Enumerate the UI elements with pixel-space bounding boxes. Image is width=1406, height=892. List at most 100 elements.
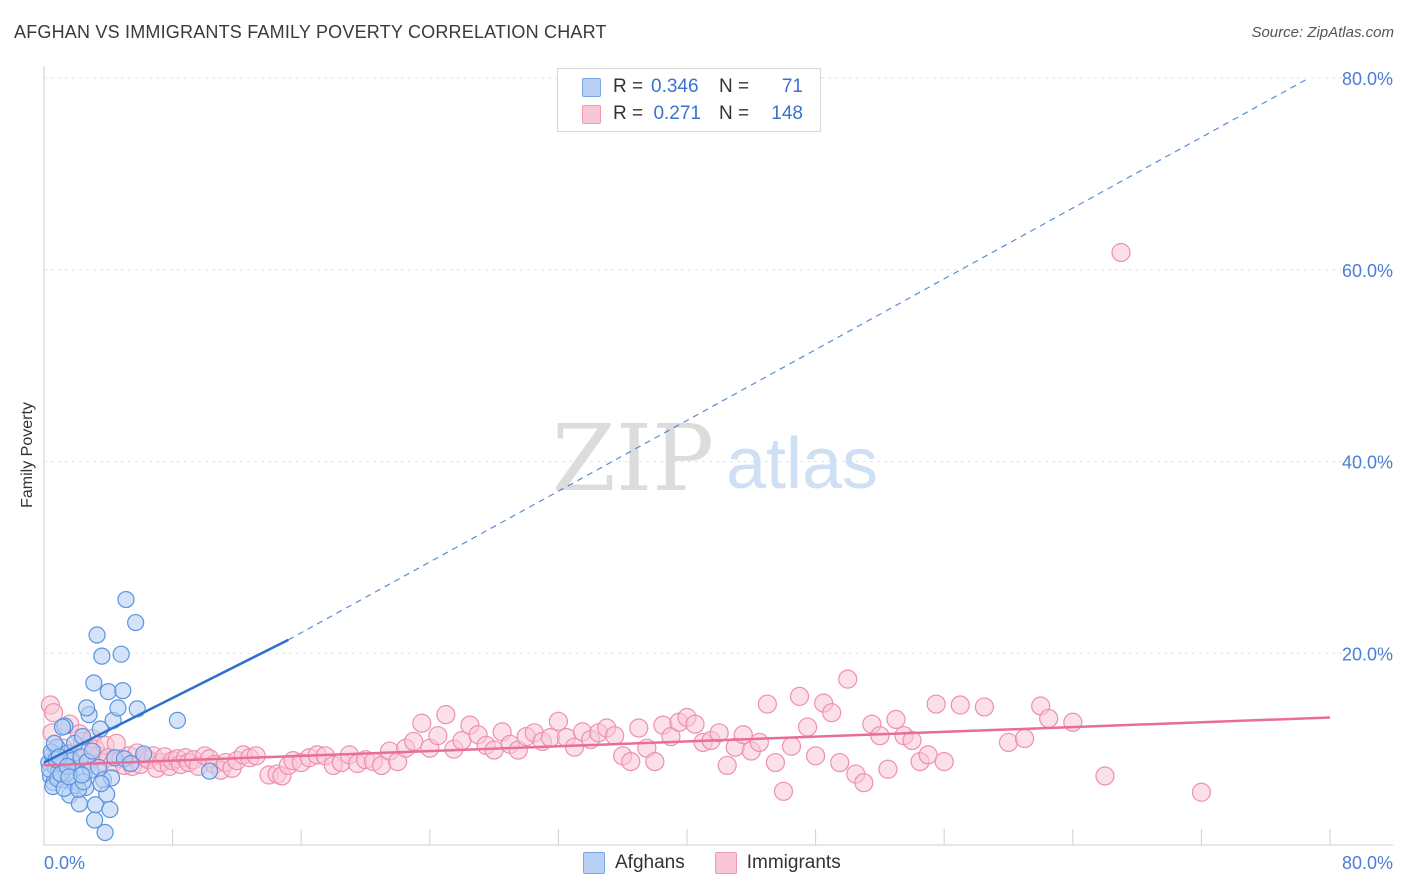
afghans-point xyxy=(53,718,72,736)
immigrants-swatch xyxy=(714,852,737,874)
immigrants-point xyxy=(733,725,753,745)
source-credit: Source: ZipAtlas.com xyxy=(1251,24,1394,41)
immigrants-point xyxy=(709,723,729,743)
immigrants-point xyxy=(717,755,737,776)
immigrants-point xyxy=(1095,766,1115,786)
immigrants-point xyxy=(629,718,649,738)
immigrants-point xyxy=(605,726,625,746)
immigrants-point xyxy=(934,751,954,772)
stats-legend: R = 0.346 N = 71 R = 0.271 N = 148 xyxy=(557,68,821,132)
axes xyxy=(43,66,1393,846)
immigrants-point xyxy=(902,730,922,751)
watermark-zip: ZIP xyxy=(552,405,714,512)
immigrants-point xyxy=(44,703,64,723)
legend-item-afghans[interactable]: Afghans xyxy=(583,852,685,874)
afghans-point xyxy=(114,682,132,700)
afghans-point xyxy=(117,590,135,609)
immigrants-point xyxy=(838,669,858,689)
afghans-point xyxy=(88,626,106,644)
immigrants-point xyxy=(428,726,448,746)
afghans-point xyxy=(101,800,119,819)
immigrants-point xyxy=(797,717,818,737)
afghans-point xyxy=(77,699,96,717)
immigrants-point xyxy=(886,709,906,730)
y-tick-labels: 20.0% 40.0% 60.0% 80.0% xyxy=(1342,69,1393,664)
immigrants-point xyxy=(950,695,970,715)
stats-row-immigrants: R = 0.271 N = 148 xyxy=(582,102,803,126)
afghans-trend-line xyxy=(43,638,289,764)
immigrants-point xyxy=(757,694,777,714)
x-tick-labels: 0.0% 80.0% xyxy=(44,853,1393,873)
immigrants-point xyxy=(246,746,266,766)
x-tick-max: 80.0% xyxy=(1342,853,1393,873)
immigrants-swatch xyxy=(582,104,601,124)
r-value: 0.346 xyxy=(651,76,699,97)
afghans-point xyxy=(112,645,130,663)
watermark-atlas: atlas xyxy=(726,424,878,504)
immigrants-point xyxy=(974,697,994,717)
immigrants-point xyxy=(765,752,786,773)
immigrants-point xyxy=(645,751,665,772)
immigrants-point xyxy=(789,686,810,706)
immigrants-point xyxy=(540,728,560,748)
watermark: ZIP atlas xyxy=(552,405,878,512)
n-value: 71 xyxy=(781,76,803,97)
immigrants-point xyxy=(854,773,874,793)
immigrants-point xyxy=(998,732,1019,753)
immigrants-point xyxy=(621,751,641,772)
immigrants-point xyxy=(685,714,705,734)
immigrants-point xyxy=(805,746,826,766)
gridlines xyxy=(44,77,1395,654)
stats-row-afghans: R = 0.346 N = 71 xyxy=(582,75,803,99)
immigrants-point xyxy=(404,731,424,752)
immigrants-point xyxy=(822,703,842,723)
r-label: R = xyxy=(613,103,644,124)
y-tick-label: 20.0% xyxy=(1342,644,1393,664)
immigrants-point xyxy=(1014,728,1035,749)
afghans-point xyxy=(73,766,91,784)
y-tick-label: 40.0% xyxy=(1342,453,1393,473)
y-tick-label: 60.0% xyxy=(1342,261,1393,281)
afghans-point xyxy=(83,742,101,760)
immigrants-point xyxy=(773,781,794,801)
afghans-point xyxy=(96,823,114,842)
immigrants-point xyxy=(1191,782,1212,802)
afghans-point xyxy=(109,699,127,717)
immigrants-point xyxy=(1063,712,1083,732)
afghans-trend-extension xyxy=(288,77,1310,641)
afghans-point xyxy=(86,811,104,829)
afghans-point xyxy=(85,674,103,692)
immigrants-point xyxy=(1039,708,1059,729)
legend-label-afghans: Afghans xyxy=(615,852,685,873)
immigrants-point xyxy=(781,736,802,756)
afghans-point xyxy=(200,762,219,780)
immigrants-point xyxy=(412,713,432,733)
afghans-point xyxy=(135,745,153,763)
n-label: N = xyxy=(719,103,750,124)
afghans-point xyxy=(70,795,88,813)
r-label: R = xyxy=(613,76,644,97)
legend-item-immigrants[interactable]: Immigrants xyxy=(714,852,841,874)
afghans-point xyxy=(93,647,111,665)
afghans-swatch xyxy=(583,852,605,874)
immigrants-point xyxy=(918,745,938,765)
immigrants-point xyxy=(878,759,898,779)
afghans-point xyxy=(99,682,117,701)
immigrants-points xyxy=(40,242,1212,802)
immigrants-point xyxy=(926,694,946,714)
immigrants-point xyxy=(749,732,769,753)
afghans-swatch xyxy=(582,77,601,97)
immigrants-point xyxy=(548,711,569,731)
afghans-point xyxy=(168,711,187,729)
immigrants-trend-line xyxy=(43,716,1331,767)
y-tick-label: 80.0% xyxy=(1342,69,1393,89)
afghans-point xyxy=(92,775,110,793)
series-legend: Afghans Immigrants xyxy=(583,852,871,874)
trend-lines xyxy=(43,77,1331,767)
immigrants-point xyxy=(830,752,850,773)
x-tick-min: 0.0% xyxy=(44,853,85,873)
r-value: 0.271 xyxy=(653,103,701,124)
legend-label-immigrants: Immigrants xyxy=(746,852,841,873)
n-label: N = xyxy=(719,76,750,97)
